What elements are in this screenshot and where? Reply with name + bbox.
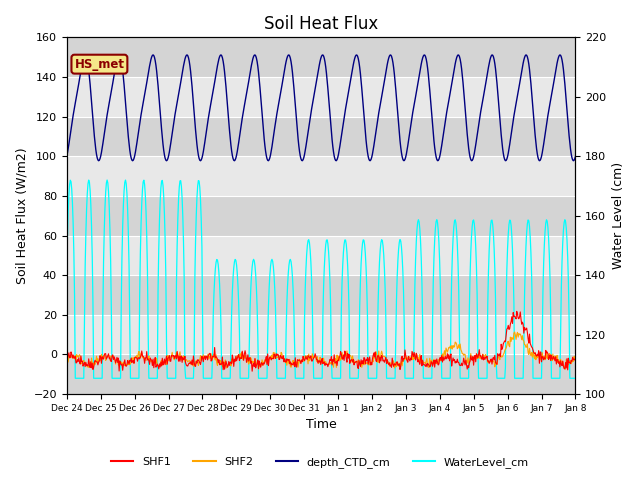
Bar <box>67 236 575 275</box>
Title: Soil Heat Flux: Soil Heat Flux <box>264 15 378 33</box>
Bar <box>67 156 575 196</box>
Text: HS_met: HS_met <box>74 58 124 71</box>
Bar <box>67 275 575 315</box>
Legend: SHF1, SHF2, depth_CTD_cm, WaterLevel_cm: SHF1, SHF2, depth_CTD_cm, WaterLevel_cm <box>107 452 533 472</box>
Bar <box>67 117 575 156</box>
Bar <box>67 315 575 354</box>
Y-axis label: Water Level (cm): Water Level (cm) <box>612 162 625 269</box>
Y-axis label: Soil Heat Flux (W/m2): Soil Heat Flux (W/m2) <box>15 147 28 284</box>
Bar <box>67 37 575 77</box>
X-axis label: Time: Time <box>306 419 337 432</box>
Bar <box>67 77 575 117</box>
Bar <box>67 354 575 394</box>
Bar <box>67 196 575 236</box>
